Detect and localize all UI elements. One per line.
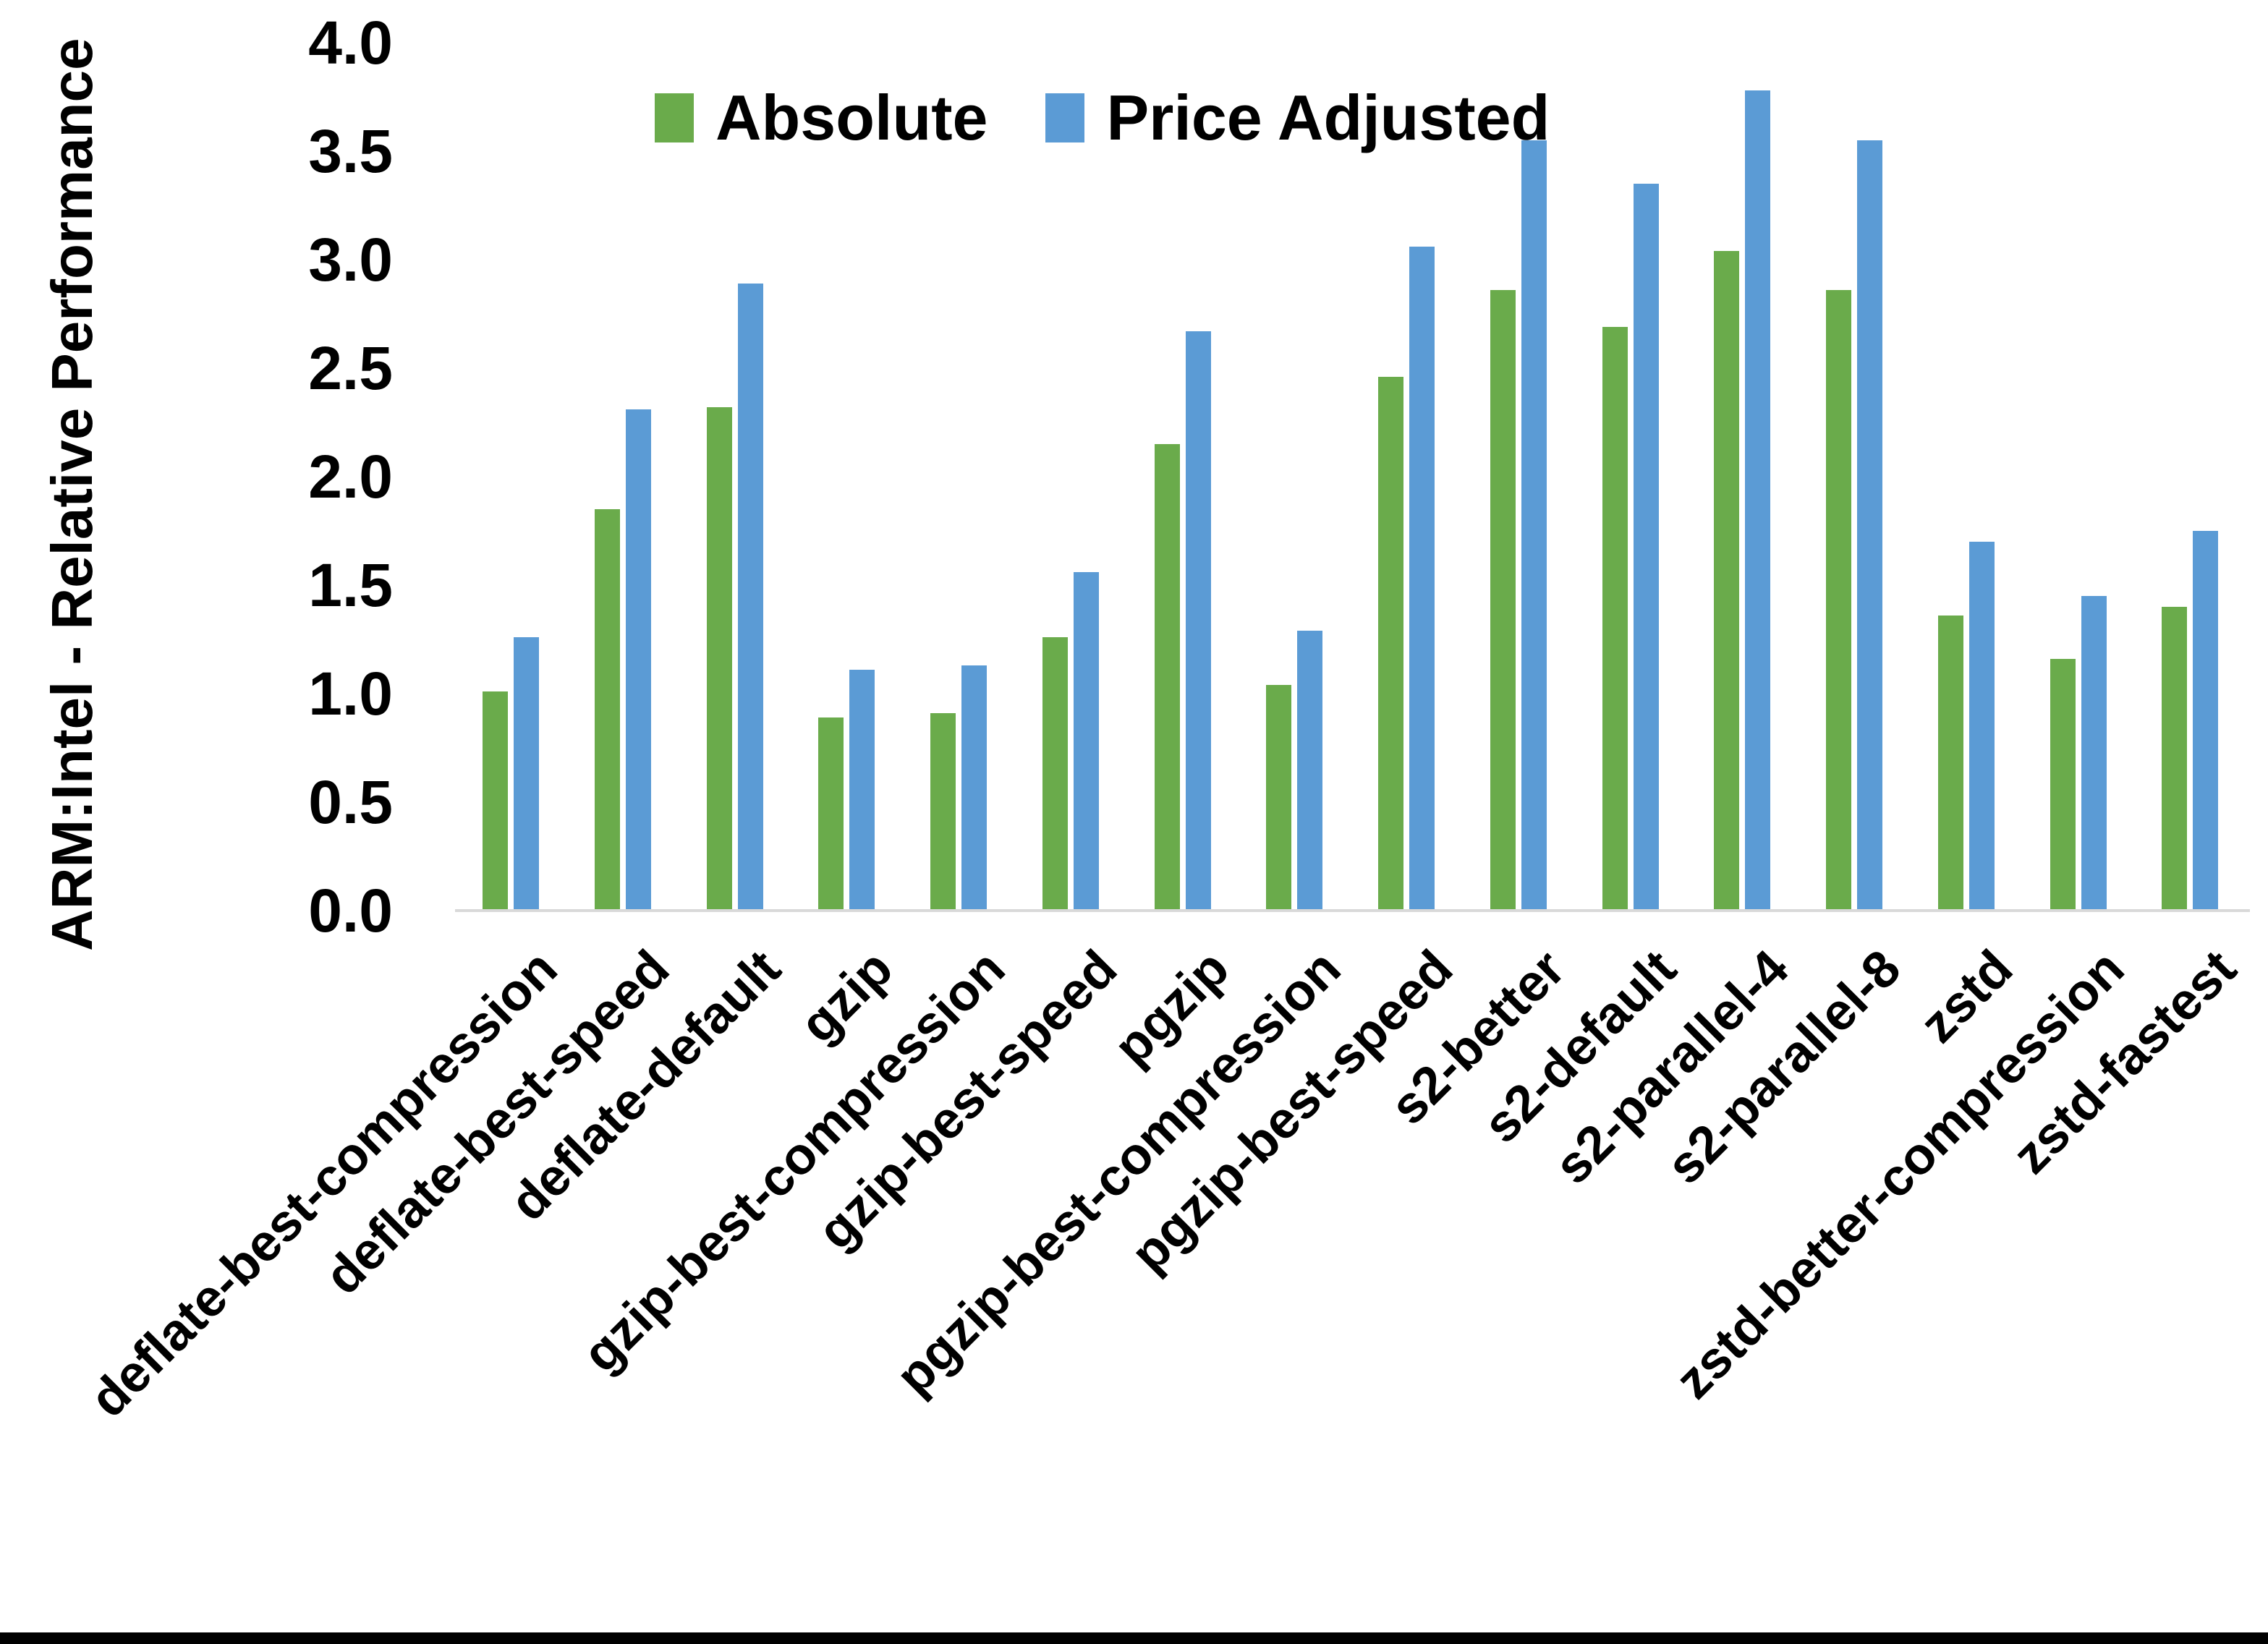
- bar-absolute-s2-parallel-8: [1826, 290, 1851, 911]
- x-axis-line: [455, 909, 2250, 912]
- bar-absolute-s2-better: [1490, 290, 1516, 911]
- legend-item-absolute: Absolute: [655, 81, 988, 155]
- bar-absolute-zstd-better-compression: [2050, 659, 2076, 911]
- y-tick-label-1.0: 1.0: [308, 660, 393, 728]
- bar-absolute-pgzip: [1154, 444, 1180, 911]
- bar-absolute-pgzip-best-speed: [1378, 377, 1403, 911]
- bar-price-adjusted-s2-default: [1633, 184, 1659, 911]
- x-category-labels: deflate-best-compression deflate-best-spe…: [79, 939, 2250, 1590]
- bar-absolute-gzip: [818, 717, 844, 911]
- bar-price-adjusted-zstd-fastest: [2193, 531, 2219, 911]
- bar-price-adjusted-s2-parallel-4: [1745, 90, 1771, 911]
- bar-price-adjusted-s2-better: [1521, 140, 1547, 911]
- y-tick-label-4.0: 4.0: [308, 9, 393, 77]
- y-tick-label-0.0: 0.0: [308, 877, 393, 945]
- y-tick-label-2.0: 2.0: [308, 443, 393, 511]
- y-tick-label-3.0: 3.0: [308, 226, 393, 294]
- bar-absolute-pgzip-best-compression: [1266, 685, 1292, 911]
- bar-price-adjusted-gzip-best-compression: [961, 665, 987, 911]
- bar-price-adjusted-gzip-best-speed: [1073, 572, 1099, 911]
- bottom-border-bar: [0, 1632, 2268, 1644]
- bar-absolute-s2-default: [1602, 327, 1628, 911]
- bar-price-adjusted-gzip: [849, 670, 875, 911]
- bar-absolute-deflate-best-speed: [594, 509, 620, 911]
- legend: Absolute Price Adjusted: [655, 81, 1550, 155]
- plot-area: [455, 43, 2250, 911]
- bar-price-adjusted-pgzip-best-compression: [1297, 631, 1323, 911]
- bar-absolute-gzip-best-speed: [1042, 637, 1068, 911]
- bar-absolute-deflate-default: [706, 407, 732, 911]
- bar-absolute-gzip-best-compression: [930, 713, 956, 911]
- y-tick-label-2.5: 2.5: [308, 334, 393, 402]
- bar-price-adjusted-pgzip-best-speed: [1409, 247, 1435, 911]
- y-axis-ticks: 0.0 0.5 1.0 1.5 2.0 2.5 3.0 3.5 4.0: [217, 12, 393, 942]
- bar-price-adjusted-deflate-default: [737, 284, 763, 911]
- bar-price-adjusted-deflate-best-compression: [514, 637, 539, 911]
- y-axis-title: ARM:Intel - Relative Performance: [40, 38, 104, 951]
- y-tick-label-1.5: 1.5: [308, 551, 393, 619]
- bar-absolute-deflate-best-compression: [483, 691, 508, 911]
- bar-price-adjusted-s2-parallel-8: [1857, 140, 1882, 911]
- legend-swatch-absolute-icon: [655, 93, 694, 142]
- bar-price-adjusted-deflate-best-speed: [625, 409, 651, 911]
- category-label-deflate-best-compression: deflate-best-compression: [79, 939, 569, 1428]
- bar-absolute-zstd-fastest: [2162, 607, 2188, 911]
- bar-price-adjusted-zstd-better-compression: [2081, 596, 2107, 911]
- legend-swatch-price-adjusted-icon: [1045, 93, 1085, 142]
- legend-label-price-adjusted: Price Adjusted: [1106, 82, 1550, 153]
- bar-absolute-zstd: [1937, 616, 1963, 911]
- bar-price-adjusted-zstd: [1968, 542, 1995, 911]
- legend-item-price-adjusted: Price Adjusted: [1045, 81, 1550, 155]
- bar-absolute-s2-parallel-4: [1714, 251, 1740, 911]
- y-tick-label-3.5: 3.5: [308, 117, 393, 185]
- bar-price-adjusted-pgzip: [1185, 331, 1211, 911]
- y-tick-label-0.5: 0.5: [308, 768, 393, 836]
- legend-label-absolute: Absolute: [715, 82, 988, 153]
